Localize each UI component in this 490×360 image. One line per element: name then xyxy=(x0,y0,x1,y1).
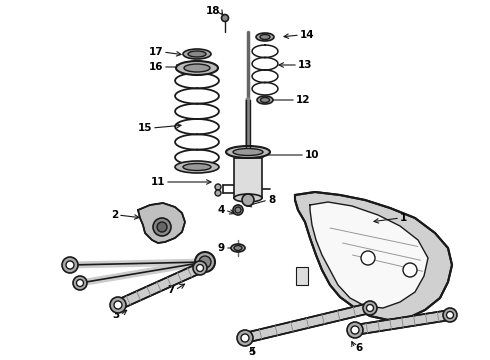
Ellipse shape xyxy=(188,51,206,57)
Text: 12: 12 xyxy=(296,95,311,105)
Text: 8: 8 xyxy=(268,195,275,205)
Text: 4: 4 xyxy=(218,205,225,215)
Text: 15: 15 xyxy=(138,123,152,133)
Circle shape xyxy=(363,301,377,315)
Circle shape xyxy=(193,261,207,275)
Circle shape xyxy=(351,326,359,334)
Circle shape xyxy=(235,207,241,213)
Polygon shape xyxy=(310,202,428,308)
Circle shape xyxy=(347,322,363,338)
Polygon shape xyxy=(244,303,371,343)
Text: 2: 2 xyxy=(111,210,118,220)
Polygon shape xyxy=(116,264,202,310)
Text: 18: 18 xyxy=(205,6,220,16)
Circle shape xyxy=(367,305,373,311)
Polygon shape xyxy=(295,192,452,320)
Circle shape xyxy=(76,279,83,287)
Circle shape xyxy=(443,308,457,322)
Ellipse shape xyxy=(260,35,270,40)
Circle shape xyxy=(221,14,228,22)
Circle shape xyxy=(153,218,171,236)
Circle shape xyxy=(62,257,78,273)
Ellipse shape xyxy=(257,96,273,104)
Text: 9: 9 xyxy=(218,243,225,253)
Circle shape xyxy=(66,261,74,269)
Circle shape xyxy=(215,190,221,196)
Ellipse shape xyxy=(175,161,219,173)
Ellipse shape xyxy=(256,33,274,41)
Text: 13: 13 xyxy=(298,60,313,70)
Bar xyxy=(234,158,262,198)
Ellipse shape xyxy=(261,98,270,103)
Circle shape xyxy=(241,334,249,342)
Bar xyxy=(296,267,308,285)
Ellipse shape xyxy=(226,146,270,158)
Ellipse shape xyxy=(234,194,262,202)
Text: 14: 14 xyxy=(300,30,315,40)
Circle shape xyxy=(215,184,221,190)
Circle shape xyxy=(196,265,203,271)
Circle shape xyxy=(195,252,215,272)
Circle shape xyxy=(446,311,454,319)
Ellipse shape xyxy=(176,61,218,75)
Text: 1: 1 xyxy=(400,213,407,223)
Circle shape xyxy=(73,276,87,290)
Ellipse shape xyxy=(184,64,210,72)
Text: 3: 3 xyxy=(113,310,120,320)
Circle shape xyxy=(157,222,167,232)
Text: 7: 7 xyxy=(168,285,175,295)
Text: 6: 6 xyxy=(355,343,362,353)
Circle shape xyxy=(403,263,417,277)
Text: 11: 11 xyxy=(150,177,165,187)
Ellipse shape xyxy=(233,149,263,156)
Circle shape xyxy=(199,256,211,268)
Ellipse shape xyxy=(183,49,211,59)
Text: 10: 10 xyxy=(305,150,319,160)
Ellipse shape xyxy=(231,244,245,252)
Ellipse shape xyxy=(234,246,242,251)
Text: 16: 16 xyxy=(148,62,163,72)
Circle shape xyxy=(233,205,243,215)
Circle shape xyxy=(110,297,126,313)
Ellipse shape xyxy=(183,163,211,171)
Polygon shape xyxy=(138,203,185,243)
Circle shape xyxy=(361,251,375,265)
Text: 5: 5 xyxy=(248,347,256,357)
Circle shape xyxy=(237,330,253,346)
Polygon shape xyxy=(354,310,451,335)
Circle shape xyxy=(114,301,122,309)
Text: 17: 17 xyxy=(148,47,163,57)
Circle shape xyxy=(242,194,254,206)
